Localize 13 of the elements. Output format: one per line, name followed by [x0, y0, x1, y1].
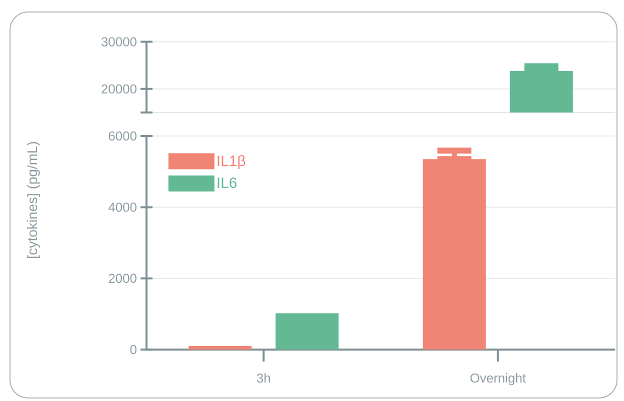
x-tick-label: 3h — [256, 373, 270, 383]
y-tick-label: 2000 — [108, 274, 136, 283]
y-axis-title: [cytokines] (pg/mL) — [26, 142, 40, 258]
y-tick-label: 0 — [130, 345, 136, 354]
y-tick-label: 6000 — [108, 131, 136, 141]
legend-label: IL6 — [218, 177, 237, 188]
x-tick-label: Overnight — [470, 373, 526, 386]
y-tick-label: 20000 — [102, 84, 136, 94]
bar — [188, 346, 252, 350]
bar — [276, 313, 339, 350]
legend-label: IL1β — [218, 155, 246, 170]
y-tick-label: 4000 — [108, 202, 136, 212]
y-tick-label: 30000 — [101, 37, 136, 46]
